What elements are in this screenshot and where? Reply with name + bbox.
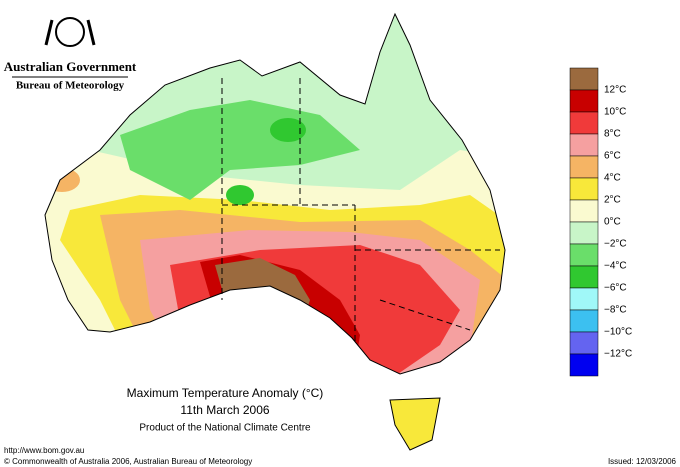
- legend-swatch: [569, 287, 599, 311]
- legend-swatch: [569, 89, 599, 113]
- legend-swatch: [569, 331, 599, 355]
- map-title: Maximum Temperature Anomaly (°C): [127, 386, 324, 400]
- logo: Australian Government Bureau of Meteorol…: [4, 17, 137, 92]
- legend-label: 0°C: [604, 217, 621, 228]
- legend-swatch: [569, 353, 599, 377]
- copyright: © Commonwealth of Australia 2006, Austra…: [4, 457, 252, 466]
- url: http://www.bom.gov.au: [4, 446, 84, 455]
- agency: Australian Government: [4, 59, 137, 74]
- bureau: Bureau of Meteorology: [16, 80, 125, 92]
- legend-swatch: [569, 243, 599, 267]
- legend-swatch: [569, 199, 599, 223]
- map-product: Product of the National Climate Centre: [139, 423, 311, 434]
- legend-swatch: [569, 133, 599, 157]
- legend-swatch: [569, 177, 599, 201]
- legend-swatch: [569, 221, 599, 245]
- issued: Issued: 12/03/2006: [608, 457, 677, 466]
- legend-label: −6°C: [604, 283, 627, 294]
- legend-swatch: [569, 111, 599, 135]
- map-date: 11th March 2006: [180, 403, 269, 417]
- legend-swatch: [569, 309, 599, 333]
- legend-label: 8°C: [604, 129, 621, 140]
- legend-label: −2°C: [604, 239, 627, 250]
- legend-label: −12°C: [604, 349, 632, 360]
- legend-swatch: [569, 265, 599, 289]
- legend-swatch: [569, 67, 599, 91]
- legend: 12°C 10°C 8°C 6°C 4°C 2°C 0°C −2°C −4°C −6°C −8°C −…: [569, 67, 632, 377]
- legend-label: 4°C: [604, 173, 621, 184]
- legend-label: −4°C: [604, 261, 627, 272]
- legend-label: −10°C: [604, 327, 632, 338]
- legend-label: 10°C: [604, 107, 626, 118]
- legend-label: −8°C: [604, 305, 627, 316]
- legend-swatch: [569, 155, 599, 179]
- legend-label: 12°C: [604, 85, 626, 96]
- legend-label: 6°C: [604, 151, 621, 162]
- legend-label: 2°C: [604, 195, 621, 206]
